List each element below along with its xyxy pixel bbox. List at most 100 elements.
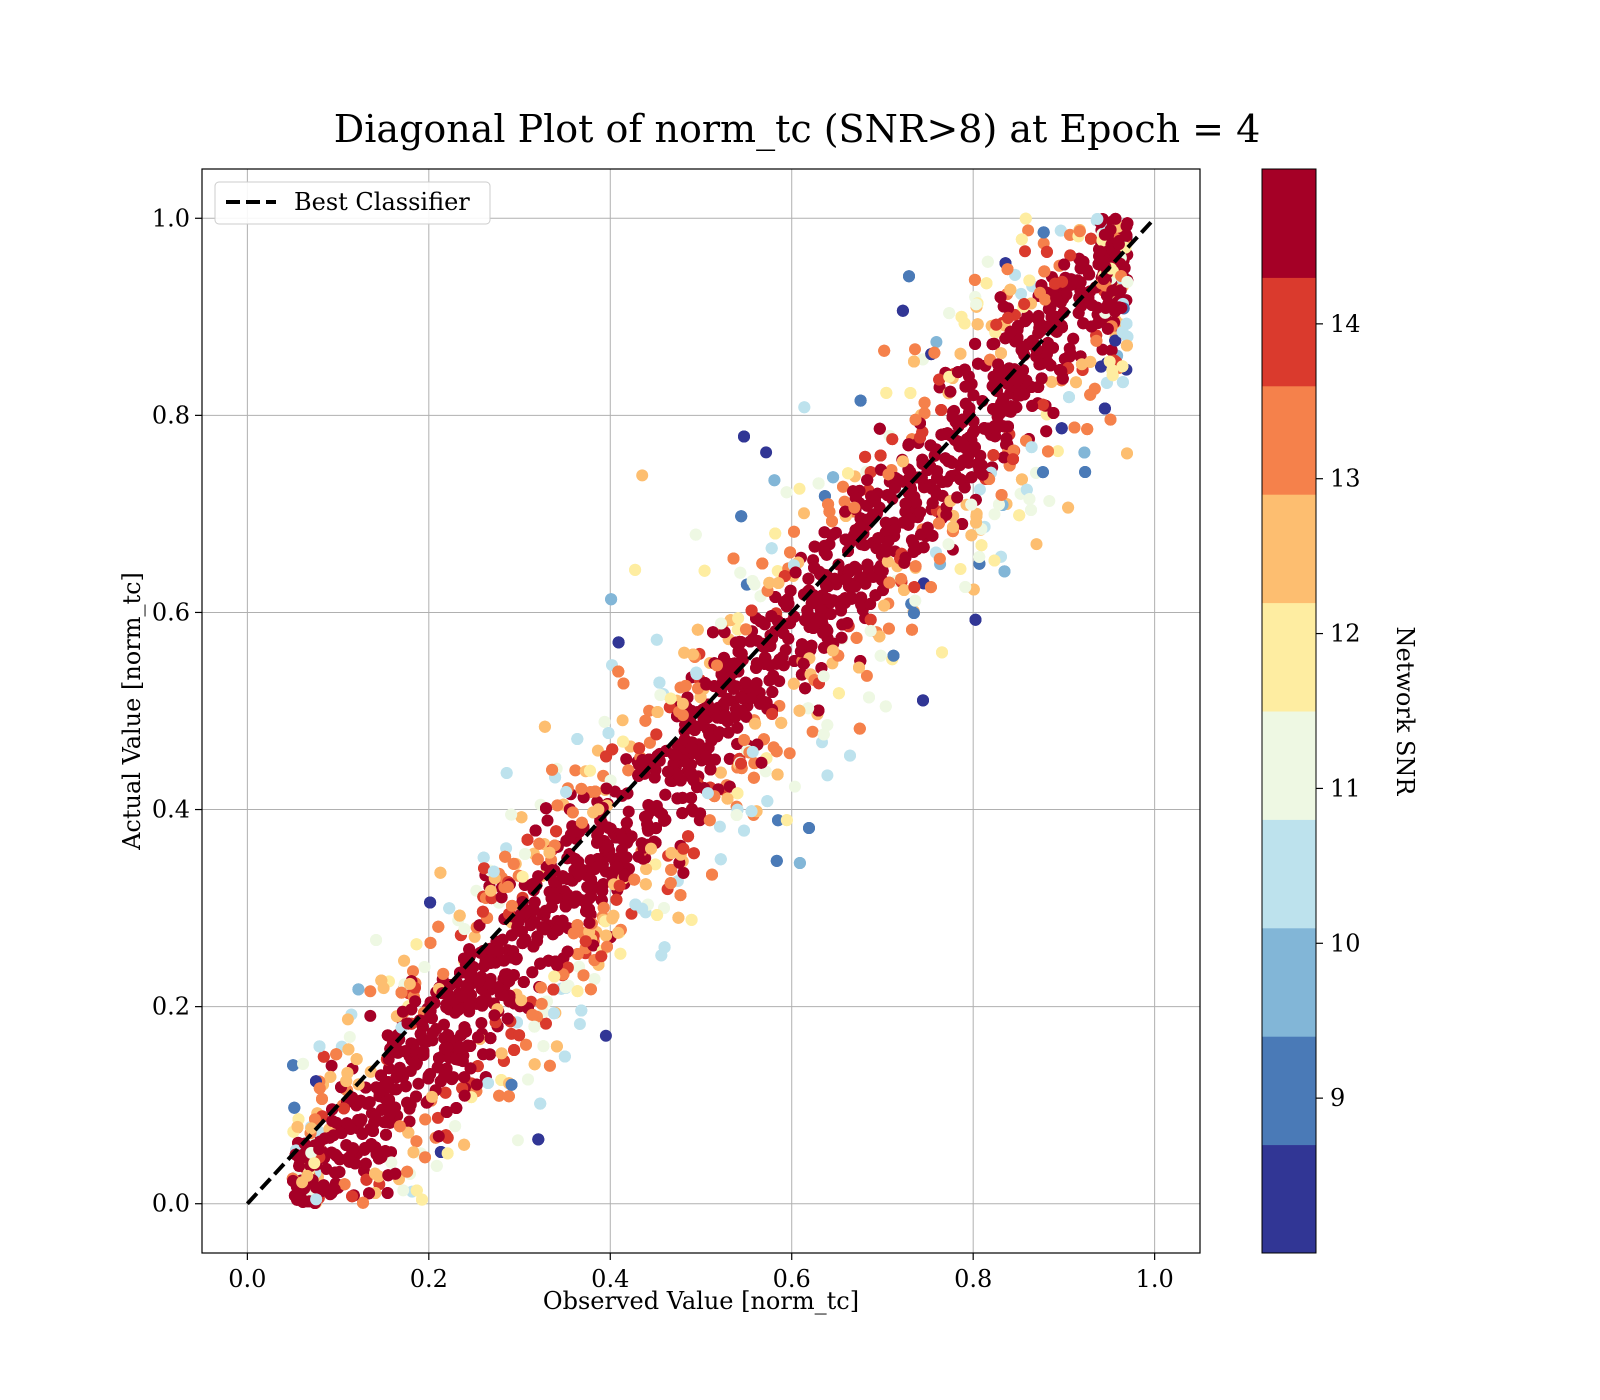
scatter-point	[416, 1193, 428, 1206]
scatter-point	[620, 851, 633, 864]
scatter-point	[671, 767, 684, 780]
scatter-point	[1058, 258, 1071, 271]
scatter-point	[914, 506, 927, 519]
scatter-point	[648, 771, 661, 784]
scatter-point	[385, 1156, 398, 1169]
scatter-point	[860, 669, 873, 682]
scatter-point	[382, 1169, 395, 1182]
scatter-point	[410, 1135, 423, 1148]
scatter-point	[869, 589, 882, 602]
scatter-point	[464, 1040, 477, 1052]
scatter-point	[375, 974, 388, 987]
scatter-point	[645, 842, 657, 855]
scatter-point	[579, 935, 592, 948]
scatter-point	[1064, 347, 1077, 360]
scatter-point	[859, 450, 872, 463]
scatter-point	[798, 401, 811, 414]
scatter-point	[1051, 445, 1064, 458]
scatter-point	[528, 1058, 541, 1071]
scatter-point	[606, 912, 619, 925]
scatter-point	[515, 908, 528, 921]
scatter-point	[685, 791, 698, 804]
scatter-point	[1121, 275, 1134, 288]
scatter-point	[727, 682, 740, 695]
scatter-point	[443, 902, 456, 915]
scatter-point	[629, 563, 642, 576]
scatter-point	[458, 1071, 471, 1084]
scatter-point	[651, 909, 664, 921]
scatter-point	[556, 914, 569, 927]
scatter-point	[600, 782, 613, 795]
scatter-point	[472, 1031, 485, 1044]
scatter-point	[882, 535, 895, 548]
scatter-point	[1019, 315, 1032, 328]
scatter-point	[401, 1096, 414, 1109]
scatter-point	[787, 677, 800, 690]
scatter-point	[994, 291, 1007, 304]
scatter-point	[476, 905, 489, 918]
scatter-point	[836, 618, 849, 631]
scatter-point	[1073, 225, 1086, 238]
scatter-point	[513, 1029, 526, 1042]
scatter-point	[947, 521, 960, 534]
scatter-point	[401, 1165, 414, 1178]
scatter-point	[338, 1178, 351, 1191]
scatter-point	[674, 889, 687, 902]
scatter-point	[543, 1059, 556, 1072]
scatter-point	[738, 824, 750, 837]
scatter-point	[766, 707, 778, 720]
scatter-point	[600, 929, 613, 942]
scatter-point	[969, 613, 982, 626]
scatter-point	[745, 805, 758, 818]
scatter-point	[367, 1125, 379, 1137]
scatter-point	[989, 430, 1002, 443]
scatter-point	[1019, 212, 1032, 225]
scatter-point	[505, 1078, 518, 1091]
scatter-point	[419, 1113, 432, 1126]
scatter-point	[1109, 334, 1122, 347]
scatter-point	[988, 508, 1001, 521]
scatter-point	[812, 704, 825, 717]
scatter-point	[734, 566, 747, 579]
scatter-point	[735, 510, 748, 523]
scatter-point	[845, 592, 858, 605]
scatter-point	[378, 1116, 391, 1129]
scatter-point	[897, 516, 910, 529]
scatter-point	[853, 661, 865, 674]
scatter-point	[926, 497, 939, 509]
scatter-point	[722, 726, 735, 739]
scatter-point	[342, 1151, 355, 1164]
scatter-point	[484, 1032, 497, 1045]
scatter-point	[316, 1093, 328, 1105]
scatter-point	[500, 767, 513, 779]
scatter-point	[908, 355, 920, 368]
scatter-point	[772, 814, 784, 827]
scatter-point	[539, 1017, 552, 1030]
scatter-point	[572, 868, 585, 881]
scatter-point	[532, 1133, 545, 1146]
scatter-point	[581, 881, 594, 893]
scatter-point	[917, 541, 930, 554]
scatter-point	[424, 1068, 437, 1081]
scatter-point	[641, 809, 654, 822]
scatter-point	[551, 959, 564, 972]
scatter-point	[887, 649, 900, 662]
scatter-point	[793, 482, 806, 495]
scatter-point	[548, 970, 561, 983]
scatter-point	[802, 572, 815, 585]
scatter-point	[685, 913, 698, 926]
scatter-point	[437, 967, 450, 980]
scatter-point	[1116, 376, 1129, 389]
scatter-point	[714, 853, 727, 866]
scatter-point	[768, 474, 781, 487]
scatter-point	[987, 449, 1000, 462]
scatter-point	[1042, 445, 1054, 458]
scatter-point	[861, 474, 874, 486]
scatter-point	[566, 806, 579, 819]
scatter-point	[671, 792, 684, 805]
scatter-point	[560, 786, 573, 798]
scatter-point	[1070, 376, 1082, 389]
scatter-point	[990, 318, 1003, 331]
scatter-points	[286, 212, 1134, 1209]
scatter-point	[664, 877, 677, 890]
